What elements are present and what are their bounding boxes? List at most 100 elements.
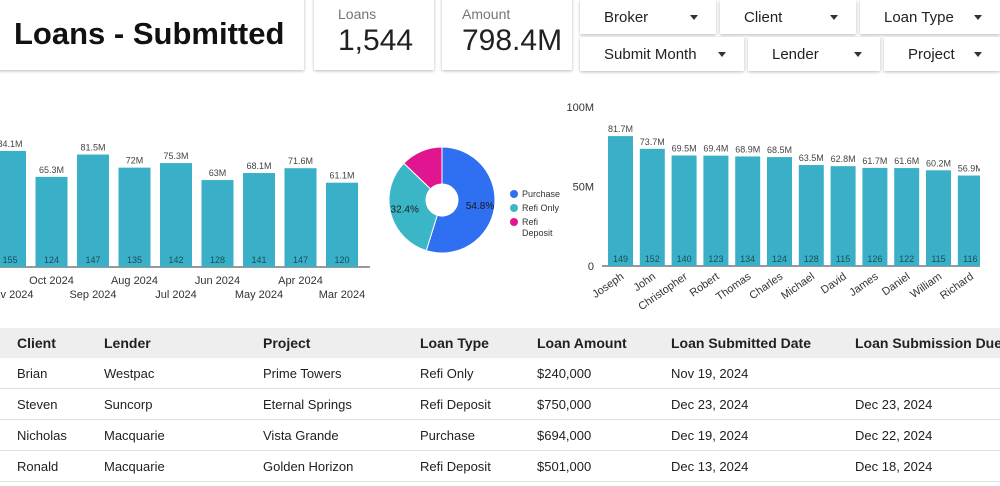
cell-submission-due: Dec 18, 2024 <box>855 459 933 474</box>
donut-slice-refi-deposit <box>403 146 443 190</box>
bar-oct-2024 <box>35 176 68 267</box>
bar-count-label: 141 <box>251 255 266 265</box>
cell-client: Ronald <box>17 459 59 474</box>
table-header: Client Lender Project Loan Type Loan Amo… <box>0 328 1000 358</box>
bar-value-label: 73.7M <box>640 137 665 147</box>
header-lender[interactable]: Lender <box>104 335 151 351</box>
bar-count-label: 126 <box>867 254 882 264</box>
cell-loan-type: Refi Only <box>420 366 474 381</box>
header-loan-type[interactable]: Loan Type <box>420 335 489 351</box>
bar-value-label: 60.2M <box>926 158 951 168</box>
header-client[interactable]: Client <box>17 335 56 351</box>
bar-value-label: 62.8M <box>831 154 856 164</box>
x-tick-label: May 2024 <box>235 289 283 301</box>
chevron-down-icon <box>718 52 726 57</box>
filter-loan-type[interactable]: Loan Type <box>860 0 1000 34</box>
kpi-loans-label: Loans <box>338 6 377 22</box>
chevron-down-icon <box>854 52 862 57</box>
bar-john <box>639 148 665 266</box>
broker-bar-chart: 050M100M81.7M149Joseph73.7M152John69.5M1… <box>566 102 980 313</box>
bar-robert <box>703 155 729 266</box>
bar-count-label: 128 <box>804 254 819 264</box>
y-tick-label: 100M <box>566 102 594 114</box>
header-project[interactable]: Project <box>263 335 311 351</box>
cell-project: Golden Horizon <box>263 459 354 474</box>
header-submitted-date[interactable]: Loan Submitted Date <box>671 335 812 351</box>
cell-lender: Westpac <box>104 366 155 381</box>
cell-project: Prime Towers <box>263 366 342 381</box>
legend-label: Purchase <box>522 189 560 199</box>
bar-value-label: 68.9M <box>735 144 760 154</box>
table-row[interactable]: Ronald Macquarie Golden Horizon Refi Dep… <box>0 451 1000 482</box>
table-row[interactable]: Nicholas Macquarie Vista Grande Purchase… <box>0 420 1000 451</box>
kpi-amount-value: 798.4M <box>462 24 563 57</box>
filter-project[interactable]: Project <box>884 37 1000 71</box>
table-row[interactable]: Brian Westpac Prime Towers Refi Only $24… <box>0 358 1000 389</box>
page-title: Loans - Submitted <box>14 16 285 51</box>
x-tick-label: Mar 2024 <box>319 289 365 301</box>
cell-loan-amount: $240,000 <box>537 366 592 381</box>
bar-value-label: 63M <box>209 168 227 178</box>
x-tick-label: Richard <box>938 271 976 303</box>
bar-count-label: 116 <box>963 254 977 264</box>
legend-label-cont: Deposit <box>522 228 553 238</box>
y-tick-label: 0 <box>588 261 594 273</box>
cell-submitted-date: Dec 23, 2024 <box>671 397 749 412</box>
bar-james <box>862 167 888 266</box>
cell-submission-due: Dec 22, 2024 <box>855 428 933 443</box>
bar-value-label: 69.4M <box>703 144 728 154</box>
cell-client: Brian <box>17 366 48 381</box>
bar-count-label: 149 <box>613 254 628 264</box>
bar-jun-2024 <box>201 180 234 267</box>
donut-slice-purchase <box>425 146 496 254</box>
x-tick-label: William <box>908 271 944 301</box>
bar-count-label: 122 <box>899 254 914 264</box>
cell-client: Steven <box>17 397 58 412</box>
table-row[interactable]: Steven Suncorp Eternal Springs Refi Depo… <box>0 389 1000 420</box>
bar-count-label: 135 <box>127 255 142 265</box>
cell-loan-amount: $750,000 <box>537 397 592 412</box>
bar-count-label: 115 <box>931 254 945 264</box>
bar-aug-2024 <box>118 167 151 267</box>
bar-may-2024 <box>243 173 275 267</box>
cell-lender: Suncorp <box>104 397 153 412</box>
header-loan-amount[interactable]: Loan Amount <box>537 335 627 351</box>
bar-count-label: 140 <box>677 254 692 264</box>
x-tick-label: Michael <box>779 271 817 303</box>
header-submission-due[interactable]: Loan Submission Due <box>855 335 1000 351</box>
y-tick-label: 50M <box>573 182 594 194</box>
cell-lender: Macquarie <box>104 428 165 443</box>
filter-lender[interactable]: Lender <box>748 37 880 71</box>
bar-value-label: 61.6M <box>894 156 919 166</box>
bar-value-label: 65.3M <box>39 165 64 175</box>
x-tick-label: Aug 2024 <box>111 275 158 287</box>
bar-value-label: 56.9M <box>958 164 980 174</box>
kpi-amount-label: Amount <box>462 6 511 22</box>
filter-submit-month-label: Submit Month <box>604 46 697 63</box>
legend-label: Refi Only <box>522 203 560 213</box>
filter-submit-month[interactable]: Submit Month <box>580 37 744 71</box>
bar-count-label: 155 <box>2 255 17 265</box>
bar-count-label: 142 <box>168 255 183 265</box>
donut-slice-label: 54.8% <box>466 201 494 212</box>
x-tick-label: Charles <box>747 270 785 302</box>
bar-value-label: 68.1M <box>246 161 271 171</box>
donut-slice-label: 32.4% <box>391 205 419 216</box>
cell-lender: Macquarie <box>104 459 165 474</box>
filter-client[interactable]: Client <box>720 0 856 34</box>
bar-count-label: 124 <box>44 255 59 265</box>
x-tick-label: David <box>819 271 849 297</box>
x-tick-label: Oct 2024 <box>29 275 74 287</box>
bar-value-label: 72M <box>126 156 144 166</box>
x-tick-label: Jun 2024 <box>195 275 240 287</box>
bar-value-label: 61.1M <box>329 171 354 181</box>
bar-sep-2024 <box>77 154 109 267</box>
legend-marker <box>510 204 518 212</box>
bar-value-label: 81.7M <box>608 124 633 134</box>
bar-richard <box>957 175 980 266</box>
legend-marker <box>510 218 518 226</box>
filter-broker[interactable]: Broker <box>580 0 716 34</box>
kpi-amount-card: Amount 798.4M <box>442 0 572 70</box>
bar-william <box>926 170 951 266</box>
